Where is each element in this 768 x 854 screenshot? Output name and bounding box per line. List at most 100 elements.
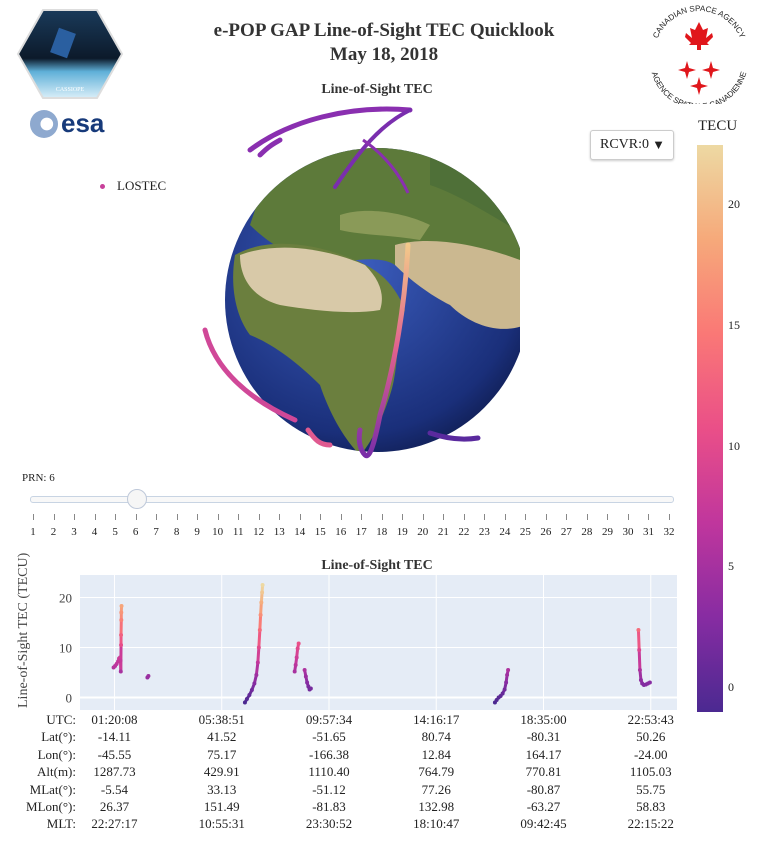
table-cell: 22:53:43	[627, 712, 674, 727]
colorbar-tick: 0	[728, 679, 734, 694]
prn-tick-label[interactable]: 26	[540, 526, 552, 538]
table-cell: 09:42:45	[520, 816, 567, 832]
colorbar	[697, 145, 723, 712]
table-cell: 1110.40	[308, 764, 350, 780]
prn-tick-mark	[504, 514, 506, 520]
data-point	[293, 663, 298, 667]
prn-tick-label[interactable]: 16	[335, 526, 347, 538]
data-segment	[258, 613, 263, 632]
data-point	[146, 674, 151, 678]
prn-tick-label[interactable]: 2	[50, 526, 57, 538]
prn-tick-label[interactable]: 24	[499, 526, 511, 538]
prn-tick-label[interactable]: 15	[314, 526, 326, 538]
prn-tick-mark	[115, 514, 117, 520]
prn-tick-label[interactable]: 6	[132, 526, 139, 538]
track-line	[305, 427, 333, 448]
prn-tick-label[interactable]: 29	[601, 526, 613, 538]
prn-tick-label[interactable]: 4	[91, 526, 98, 538]
prn-tick-label[interactable]: 12	[253, 526, 265, 538]
prn-tick-mark	[361, 514, 363, 520]
prn-tick-label[interactable]: 11	[232, 526, 244, 538]
prn-slider-handle[interactable]	[126, 489, 147, 509]
globe-legend-item[interactable]: LOSTEC	[100, 178, 166, 194]
data-point	[118, 655, 123, 660]
prn-tick-label[interactable]: 31	[642, 526, 654, 538]
chart-title: Line-of-Sight TEC	[321, 558, 433, 573]
receiver-dropdown[interactable]: RCVR:0 ▼	[590, 130, 674, 160]
table-cell: -45.55	[97, 746, 132, 762]
table-cell: 22:27:17	[91, 816, 138, 832]
prn-tick-mark	[607, 514, 609, 520]
prn-tick-mark	[33, 514, 34, 520]
row-label: MLT:	[46, 816, 76, 832]
table-cell: -51.12	[312, 781, 346, 797]
prn-tick-label[interactable]: 10	[212, 526, 224, 538]
prn-tick-mark	[669, 514, 670, 520]
prn-tick-label[interactable]: 17	[355, 526, 367, 538]
prn-tick-label[interactable]: 14	[294, 526, 306, 538]
data-point	[500, 691, 505, 696]
prn-tick-label[interactable]: 7	[153, 526, 159, 538]
prn-tick-label[interactable]: 13	[273, 526, 285, 538]
table-cell: -24.00	[633, 746, 668, 762]
prn-tick-label[interactable]: 23	[478, 526, 490, 538]
tec-chart[interactable]: 0 10 20	[0, 570, 690, 715]
data-point	[259, 600, 264, 605]
prn-tick-mark	[176, 514, 178, 520]
data-point	[119, 610, 124, 615]
legend-marker-icon	[100, 183, 105, 189]
prn-tick-label[interactable]: 18	[376, 526, 388, 538]
data-point	[252, 681, 257, 686]
prn-tick-label[interactable]: 20	[417, 526, 429, 538]
prn-tick-mark	[463, 514, 465, 520]
prn-tick-label[interactable]: 32	[663, 526, 675, 538]
prn-tick-mark	[443, 514, 445, 520]
table-cell: 770.81	[525, 764, 562, 780]
table-cell: -80.31	[526, 729, 561, 745]
globe-plot[interactable]	[180, 95, 520, 465]
prn-tick-label[interactable]: 30	[622, 526, 634, 538]
csa-logo: CANADIAN SPACE AGENCY AGENCE SPATIALE CA…	[650, 4, 749, 104]
data-point	[305, 680, 310, 685]
maple-leaf-icon	[685, 22, 713, 50]
data-point	[636, 628, 641, 632]
globe-title: Line-of-Sight TEC	[321, 82, 433, 97]
prn-tick-mark	[627, 514, 629, 520]
table-cell: -81.83	[312, 799, 346, 814]
prn-tick-mark	[156, 514, 158, 520]
prn-tick-mark	[217, 514, 219, 520]
prn-slider-track[interactable]	[30, 496, 674, 503]
data-point	[119, 633, 124, 637]
prn-tick-label[interactable]: 25	[519, 526, 531, 538]
prn-tick-label[interactable]: 5	[112, 526, 118, 538]
data-point	[254, 673, 259, 677]
plot-background	[80, 575, 677, 710]
data-segment	[259, 601, 263, 617]
prn-tick-label[interactable]: 3	[71, 526, 77, 538]
track-line	[362, 138, 410, 194]
prn-tick-label[interactable]: 8	[173, 526, 180, 538]
globe-land	[233, 148, 520, 452]
table-cell: 10:55:31	[198, 816, 245, 832]
prn-tick-label[interactable]: 19	[396, 526, 408, 538]
data-point	[647, 680, 652, 685]
data-point	[244, 697, 249, 701]
prn-tick-label[interactable]: 1	[30, 526, 36, 538]
data-segment	[254, 661, 260, 677]
data-point	[504, 680, 509, 685]
track-line	[247, 106, 413, 153]
prn-tick-label[interactable]: 9	[194, 526, 200, 538]
track-line	[257, 137, 283, 158]
prn-tick-label[interactable]: 22	[458, 526, 470, 538]
prn-tick-label[interactable]: 21	[437, 526, 449, 538]
table-cell: -51.65	[312, 729, 346, 745]
prn-tick-mark	[525, 514, 527, 520]
prn-tick-mark	[279, 514, 281, 520]
prn-tick-mark	[402, 514, 404, 520]
data-point	[242, 700, 247, 705]
prn-tick-mark	[422, 514, 424, 520]
prn-tick-label[interactable]: 28	[581, 526, 593, 538]
data-point	[505, 673, 510, 677]
prn-tick-mark	[340, 514, 342, 520]
prn-tick-label[interactable]: 27	[560, 526, 572, 538]
